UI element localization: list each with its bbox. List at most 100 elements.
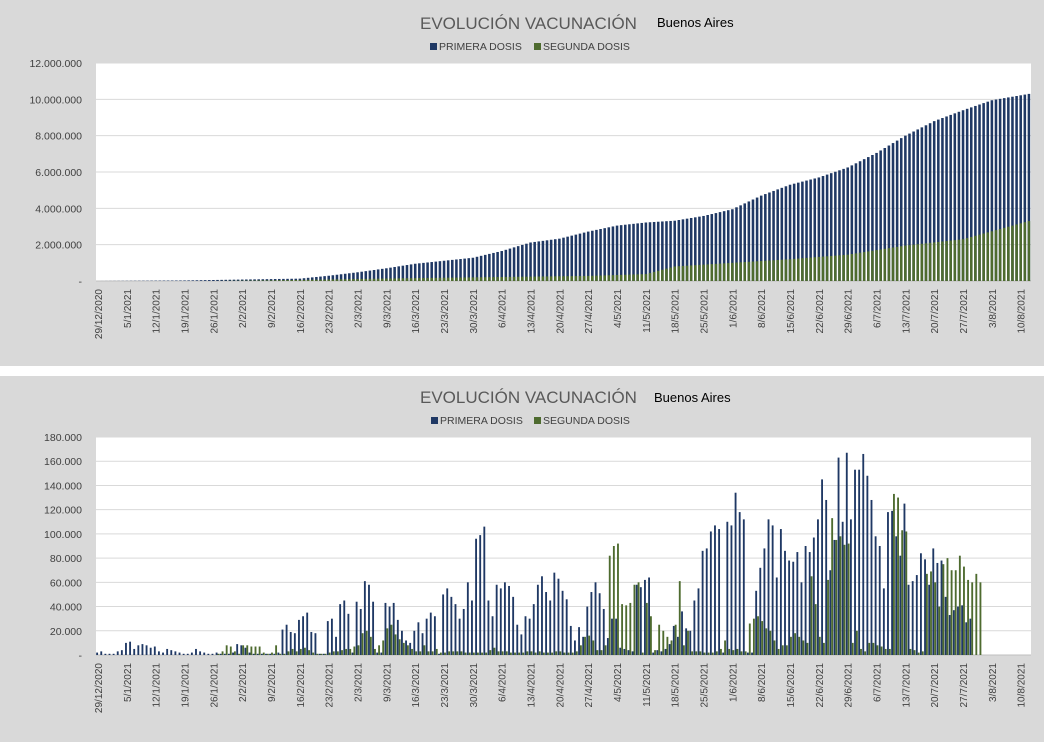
bar-segunda-dosis: [551, 652, 553, 655]
bar-primera-dosis: [767, 519, 770, 655]
x-tick-label: 12/1/2021: [152, 289, 163, 334]
bar-segunda-dosis: [640, 274, 644, 281]
bar-primera-dosis: [116, 651, 119, 655]
bar-segunda-dosis: [656, 270, 660, 281]
bar-primera-dosis: [570, 235, 574, 281]
bar-primera-dosis: [376, 269, 380, 281]
bar-segunda-dosis: [446, 277, 450, 281]
y-tick-label: 6.000.000: [35, 167, 82, 179]
bar-segunda-dosis: [677, 266, 681, 281]
bar-segunda-dosis: [855, 630, 858, 655]
bar-primera-dosis: [207, 280, 211, 281]
bar-segunda-dosis: [368, 278, 372, 281]
bar-primera-dosis: [916, 129, 920, 281]
bar-primera-dosis: [887, 512, 889, 655]
bar-primera-dosis: [228, 653, 230, 655]
bar-segunda-dosis: [740, 651, 743, 655]
bar-primera-dosis: [236, 644, 239, 655]
bar-segunda-dosis: [764, 260, 767, 281]
bar-primera-dosis: [322, 653, 325, 655]
x-tick-label: 23/2/2021: [325, 289, 336, 334]
bar-segunda-dosis: [1023, 222, 1027, 281]
bar-segunda-dosis: [308, 650, 310, 655]
x-tick-label: 9/2/2021: [267, 289, 278, 328]
bar-primera-dosis: [635, 584, 638, 655]
bar-primera-dosis: [631, 651, 634, 655]
legend-swatch-primera: [430, 43, 437, 50]
bar-primera-dosis: [952, 610, 955, 655]
chart-subtitle: Buenos Aires: [654, 390, 731, 405]
bar-segunda-dosis: [755, 261, 759, 281]
bar-primera-dosis: [759, 567, 762, 655]
x-tick-label: 6/7/2021: [873, 289, 884, 328]
bar-primera-dosis: [438, 261, 442, 281]
bar-primera-dosis: [874, 536, 877, 655]
bar-primera-dosis: [532, 604, 535, 655]
bar-primera-dosis: [639, 587, 642, 655]
bar-segunda-dosis: [765, 628, 768, 655]
bar-segunda-dosis: [784, 259, 788, 281]
bar-segunda-dosis: [909, 648, 912, 655]
bar-primera-dosis: [216, 279, 219, 281]
bar-segunda-dosis: [298, 279, 302, 281]
bar-segunda-dosis: [599, 275, 602, 281]
bar-primera-dosis: [433, 616, 436, 655]
bar-segunda-dosis: [353, 646, 356, 655]
bar-primera-dosis: [640, 222, 644, 281]
x-tick-label: 4/5/2021: [613, 289, 624, 328]
bar-segunda-dosis: [472, 652, 475, 655]
bar-segunda-dosis: [707, 652, 710, 655]
bar-primera-dosis: [149, 647, 152, 655]
bar-segunda-dosis: [339, 279, 343, 281]
bar-primera-dosis: [586, 231, 590, 281]
bar-segunda-dosis: [553, 276, 557, 281]
bar-primera-dosis: [504, 249, 508, 281]
bar-primera-dosis: [838, 170, 841, 281]
bar-segunda-dosis: [402, 642, 405, 655]
bar-primera-dosis: [434, 261, 438, 281]
y-tick-label: 4.000.000: [35, 203, 82, 215]
daily-chart-svg: - 20.000 40.000 60.000 80.000 100.000 120.000 1…: [44, 388, 1031, 713]
bar-primera-dosis: [385, 268, 388, 281]
bar-primera-dosis: [940, 560, 943, 655]
bar-segunda-dosis: [702, 264, 705, 281]
bar-segunda-dosis: [534, 652, 537, 655]
bar-primera-dosis: [602, 608, 605, 655]
bar-segunda-dosis: [868, 642, 871, 655]
bar-primera-dosis: [710, 214, 714, 281]
bar-primera-dosis: [339, 274, 343, 281]
bar-primera-dosis: [418, 263, 421, 281]
bar-segunda-dosis: [488, 277, 491, 281]
x-tick-label: 29/12/2020: [94, 663, 105, 713]
bar-segunda-dosis: [641, 652, 644, 655]
bar-segunda-dosis: [930, 571, 932, 655]
bar-primera-dosis: [693, 600, 696, 655]
bar-segunda-dosis: [893, 493, 895, 655]
bar-primera-dosis: [603, 228, 606, 281]
bar-primera-dosis: [594, 582, 597, 655]
bar-primera-dosis: [319, 276, 322, 281]
bar-segunda-dosis: [718, 263, 722, 281]
x-tick-label: 13/4/2021: [527, 289, 538, 334]
bar-primera-dosis: [508, 585, 510, 655]
bar-segunda-dosis: [604, 645, 607, 655]
bar-primera-dosis: [834, 171, 837, 281]
y-tick-label: -: [79, 650, 83, 662]
bar-primera-dosis: [788, 560, 791, 655]
bar-primera-dosis: [273, 653, 276, 655]
x-tick-label: 4/5/2021: [613, 663, 624, 702]
bar-segunda-dosis: [978, 234, 981, 281]
bar-primera-dosis: [776, 189, 779, 281]
bar-primera-dosis: [714, 213, 718, 281]
bar-segunda-dosis: [439, 652, 442, 655]
bar-segunda-dosis: [596, 650, 599, 655]
bar-primera-dosis: [825, 174, 829, 281]
bar-segunda-dosis: [608, 555, 611, 655]
bar-segunda-dosis: [413, 278, 417, 281]
bar-segunda-dosis: [302, 279, 306, 281]
bar-primera-dosis: [957, 606, 959, 655]
bar-segunda-dosis: [781, 645, 784, 655]
bar-primera-dosis: [257, 279, 260, 281]
bar-primera-dosis: [854, 469, 856, 655]
bar-primera-dosis: [878, 546, 881, 655]
